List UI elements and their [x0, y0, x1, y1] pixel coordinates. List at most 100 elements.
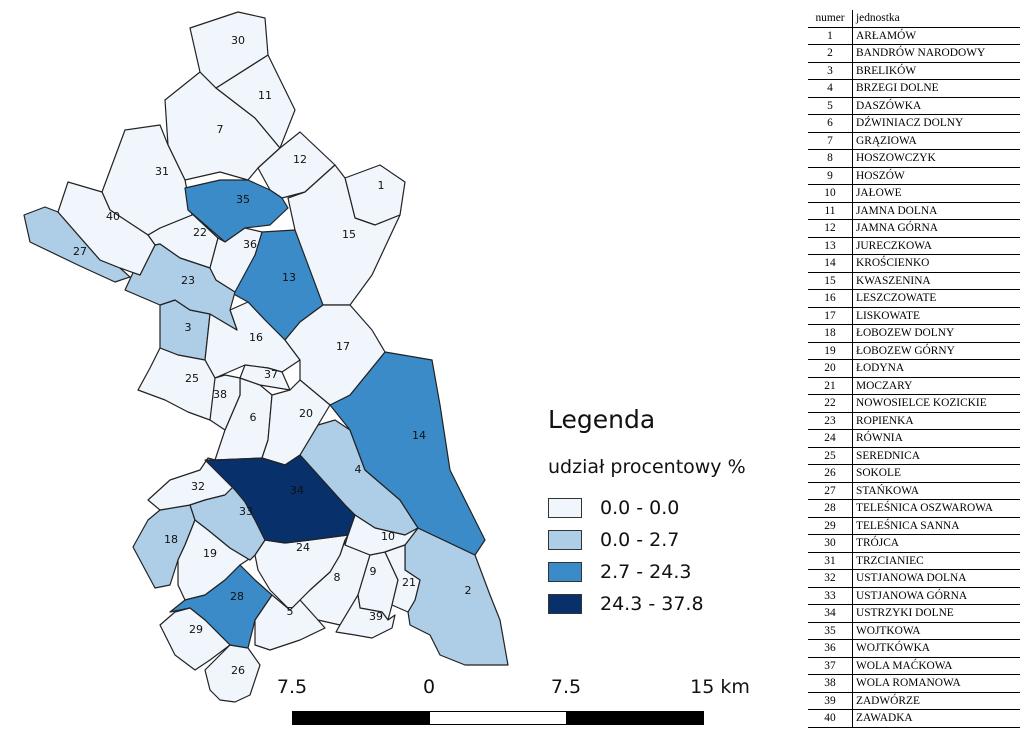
row-number: 17	[808, 307, 853, 325]
row-unit-name: HOSZÓW	[852, 167, 1020, 185]
municipality-label: 31	[155, 165, 169, 178]
table-row: 4 BRZEGI DOLNE	[808, 79, 1020, 98]
row-number: 22	[808, 394, 853, 413]
legend-swatch	[548, 530, 582, 550]
municipality-label: 10	[381, 530, 395, 543]
row-number: 21	[808, 377, 853, 395]
row-unit-name: GRĄZIOWA	[852, 132, 1020, 150]
municipality-label: 40	[106, 210, 120, 223]
municipality-label: 4	[355, 463, 362, 476]
municipality-label: 13	[282, 271, 296, 284]
table-row: 28 TELEŚNICA OSZWAROWA	[808, 499, 1020, 518]
municipality-17	[284, 304, 386, 406]
municipality-label: 29	[189, 623, 203, 636]
row-number: 34	[808, 604, 853, 623]
row-number: 3	[808, 62, 853, 80]
row-unit-name: HOSZOWCZYK	[852, 149, 1020, 168]
municipality-label: 38	[213, 388, 227, 401]
municipality-15	[287, 164, 401, 306]
table-row: 8 HOSZOWCZYK	[808, 149, 1020, 168]
row-unit-name: JURECZKOWA	[852, 237, 1020, 255]
legend-item: 0.0 - 2.7	[548, 524, 788, 556]
table-row: 33 USTJANOWA GÓRNA	[808, 587, 1020, 605]
municipality-label: 27	[73, 245, 87, 258]
table-row: 7 GRĄZIOWA	[808, 132, 1020, 150]
table-row: 40 ZAWADKA	[808, 709, 1020, 728]
municipality-label: 1	[378, 179, 385, 192]
municipality-label: 17	[336, 340, 350, 353]
scale-label: 7.5	[276, 676, 308, 698]
row-unit-name: TRÓJCA	[852, 534, 1020, 553]
scale-bar: 7.5 0 7.5 15 km	[276, 676, 760, 736]
table-row: 23 ROPIENKA	[808, 412, 1020, 430]
row-number: 5	[808, 97, 853, 115]
table-row: 9 HOSZÓW	[808, 167, 1020, 185]
row-unit-name: STAŃKOWA	[852, 482, 1020, 500]
scale-label: 7.5	[550, 676, 582, 698]
row-unit-name: ROPIENKA	[852, 412, 1020, 430]
legend-swatch	[548, 594, 582, 614]
municipality-label: 25	[185, 372, 199, 385]
municipality-label: 3	[185, 321, 192, 334]
row-unit-name: LISKOWATE	[852, 307, 1020, 325]
row-unit-name: USTJANOWA DOLNA	[852, 569, 1020, 588]
row-number: 36	[808, 639, 853, 658]
municipality-29	[159, 607, 231, 671]
legend-label: 2.7 - 24.3	[600, 561, 692, 583]
row-number: 4	[808, 79, 853, 98]
scale-label: 0	[422, 676, 436, 698]
row-number: 33	[808, 587, 853, 605]
legend-swatch	[548, 562, 582, 582]
table-row: 26 SOKOLE	[808, 464, 1020, 483]
municipality-37	[239, 364, 291, 391]
row-number: 18	[808, 324, 853, 343]
table-row: 22 NOWOSIELCE KOZICKIE	[808, 394, 1020, 413]
municipality-label: 39	[369, 610, 383, 623]
municipality-label: 5	[287, 605, 294, 618]
municipality-label: 2	[465, 584, 472, 597]
row-number: 32	[808, 569, 853, 588]
row-number: 6	[808, 114, 853, 133]
row-number: 9	[808, 167, 853, 185]
row-number: 40	[808, 709, 853, 728]
municipality-label: 34	[290, 484, 304, 497]
table-row: 14 KROŚCIENKO	[808, 254, 1020, 273]
row-unit-name: JAŁOWE	[852, 184, 1020, 203]
table-row: 17 LISKOWATE	[808, 307, 1020, 325]
unit-table: numer jednostka 1 ARŁAMÓW 2 BANDRÓW NARODOW…	[808, 10, 1020, 728]
row-number: 31	[808, 552, 853, 570]
municipality-35	[184, 179, 289, 243]
legend-swatch	[548, 498, 582, 518]
row-unit-name: DŹWINIACZ DOLNY	[852, 114, 1020, 133]
table-row: 31 TRZCIANIEC	[808, 552, 1020, 570]
table-body: 1 ARŁAMÓW 2 BANDRÓW NARODOWY 3 BRELIKÓW 4 BRZEG…	[808, 27, 1020, 728]
table-row: 1 ARŁAMÓW	[808, 27, 1020, 45]
header-number: numer	[808, 10, 853, 28]
table-row: 30 TRÓJCA	[808, 534, 1020, 553]
table-row: 3 BRELIKÓW	[808, 62, 1020, 80]
row-number: 28	[808, 499, 853, 518]
row-number: 26	[808, 464, 853, 483]
table-row: 37 WOLA MAĆKOWA	[808, 657, 1020, 675]
row-number: 7	[808, 132, 853, 150]
legend-item: 24.3 - 37.8	[548, 588, 788, 620]
municipality-label: 11	[258, 89, 272, 102]
municipality-label: 33	[239, 505, 253, 518]
municipality-40	[57, 181, 156, 276]
table-row: 10 JAŁOWE	[808, 184, 1020, 203]
municipality-34	[204, 454, 356, 544]
table-row: 36 WOJTKÓWKA	[808, 639, 1020, 658]
row-number: 19	[808, 342, 853, 360]
row-number: 27	[808, 482, 853, 500]
row-unit-name: USTJANOWA GÓRNA	[852, 587, 1020, 605]
row-unit-name: BANDRÓW NARODOWY	[852, 44, 1020, 63]
choropleth-map: 1 2 3 4 5 6 7 8 9 10 11 12 13 14 15 16 17 18 19 20 21 22 23 24 2…	[23, 11, 509, 703]
municipality-label: 32	[191, 480, 205, 493]
municipality-label: 35	[236, 193, 250, 206]
row-number: 37	[808, 657, 853, 675]
municipality-label: 26	[231, 664, 245, 677]
row-number: 29	[808, 517, 853, 535]
row-unit-name: USTRZYKI DOLNE	[852, 604, 1020, 623]
scale-label: 15 km	[690, 676, 750, 698]
municipality-label: 12	[293, 153, 307, 166]
